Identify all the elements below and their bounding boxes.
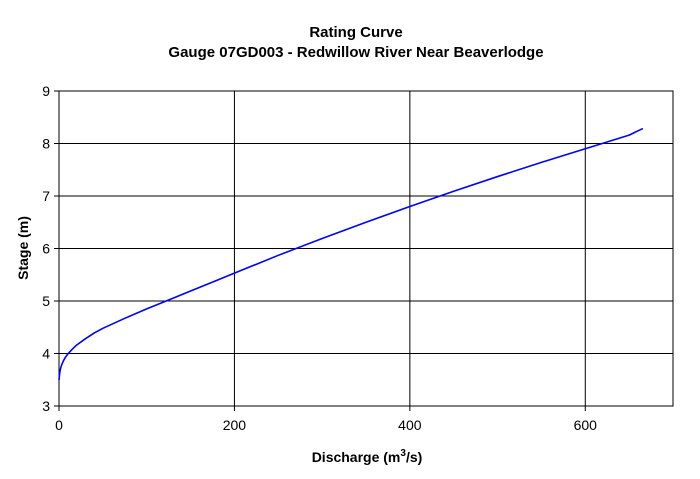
x-tick-label-1: 200 xyxy=(223,417,247,433)
y-tick-label-0: 3 xyxy=(42,398,50,414)
y-tick-label-6: 9 xyxy=(42,83,50,99)
y-axis-label: Stage (m) xyxy=(15,216,31,280)
chart-title: Rating Curve xyxy=(309,24,402,41)
x-axis-label-suffix: /s) xyxy=(406,449,422,465)
x-axis-label-superscript: 3 xyxy=(400,448,406,459)
grid-lines xyxy=(59,91,673,406)
x-tick-label-3: 600 xyxy=(574,417,598,433)
y-tick-label-1: 4 xyxy=(42,346,50,362)
chart-subtitle: Gauge 07GD003 - Redwillow River Near Bea… xyxy=(168,44,543,61)
y-tick-label-3: 6 xyxy=(42,241,50,257)
x-axis-label-main: Discharge (m xyxy=(312,449,401,465)
series-group xyxy=(58,128,644,381)
y-tick-label-2: 5 xyxy=(42,293,50,309)
axis-ticks: 3 4 5 6 7 8 9 0 200 400 600 xyxy=(42,83,597,433)
x-tick-label-2: 400 xyxy=(398,417,422,433)
y-tick-label-5: 8 xyxy=(42,136,50,152)
y-tick-label-4: 7 xyxy=(42,188,50,204)
series-line-0 xyxy=(58,128,644,381)
x-tick-label-0: 0 xyxy=(55,417,63,433)
x-axis-label: Discharge (m3/s) xyxy=(312,448,423,465)
